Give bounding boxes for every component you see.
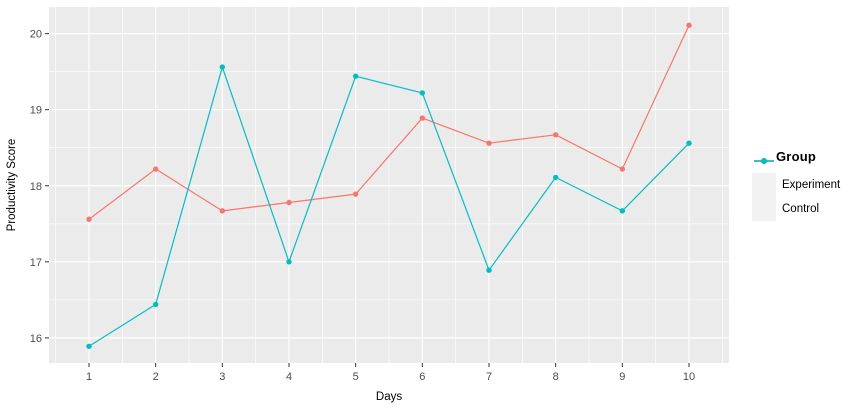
legend-row-experiment: Experiment xyxy=(752,158,841,197)
data-point-experiment xyxy=(219,208,226,214)
plot-layer: 1 2 3 4 5 6 7 8 9 10 16 17 18 19 20 xyxy=(30,7,729,383)
x-tick-label: 1 xyxy=(86,371,92,383)
legend-key-experiment xyxy=(752,158,776,197)
x-tick-label: 10 xyxy=(683,371,695,383)
y-tick-label: 20 xyxy=(30,29,42,41)
data-point-control xyxy=(352,73,359,79)
legend-row-control: Control xyxy=(752,158,840,221)
x-axis-title: Days xyxy=(376,391,402,403)
data-point-experiment xyxy=(486,140,492,146)
data-point-control xyxy=(619,208,626,214)
x-tick-label: 6 xyxy=(419,371,425,383)
series-line-control xyxy=(88,66,690,347)
data-point-control xyxy=(152,301,159,308)
data-point-control xyxy=(86,343,92,349)
legend-title: Group xyxy=(776,149,816,164)
x-tick-label: 7 xyxy=(486,371,492,383)
x-tick-label: 8 xyxy=(553,371,559,383)
series-line-experiment xyxy=(88,25,690,220)
x-tick-label: 3 xyxy=(219,371,225,383)
x-tick-label: 2 xyxy=(153,371,159,383)
data-point-experiment xyxy=(86,216,92,222)
data-point-control xyxy=(552,174,559,181)
data-point-experiment xyxy=(419,115,426,121)
y-axis-title: Productivity Score xyxy=(6,139,18,232)
data-point-control xyxy=(219,64,226,70)
y-tick-label: 17 xyxy=(30,257,42,269)
y-tick-label: 19 xyxy=(30,105,42,117)
data-point-control xyxy=(286,259,292,265)
legend: Group Experiment Control xyxy=(752,149,840,221)
legend-key-control xyxy=(752,158,776,221)
data-point-experiment xyxy=(686,22,692,28)
data-point-experiment xyxy=(152,166,159,172)
data-point-control xyxy=(686,140,692,146)
data-point-experiment xyxy=(619,166,626,172)
legend-label-experiment: Experiment xyxy=(782,179,841,191)
x-tick-label: 9 xyxy=(619,371,625,383)
data-point-control xyxy=(419,90,426,96)
x-tick-label: 4 xyxy=(286,371,292,383)
data-point-control xyxy=(486,267,492,273)
control-line-icon xyxy=(754,158,774,164)
data-point-experiment xyxy=(352,191,359,197)
y-tick-label: 16 xyxy=(30,333,42,345)
x-tick-label: 5 xyxy=(353,371,359,383)
data-point-experiment xyxy=(286,199,292,206)
data-point-experiment xyxy=(552,132,559,138)
y-tick-label: 18 xyxy=(30,181,42,193)
legend-label-control: Control xyxy=(782,203,820,215)
